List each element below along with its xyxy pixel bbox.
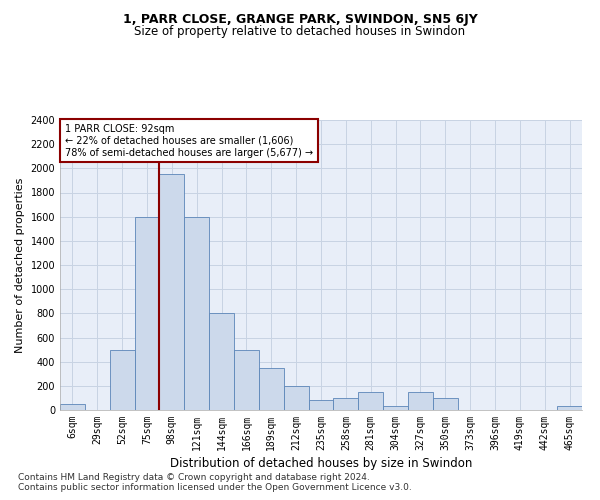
Bar <box>110 350 134 410</box>
Bar <box>358 392 383 410</box>
Text: 1 PARR CLOSE: 92sqm
← 22% of detached houses are smaller (1,606)
78% of semi-det: 1 PARR CLOSE: 92sqm ← 22% of detached ho… <box>65 124 313 158</box>
Bar <box>408 392 433 410</box>
Bar <box>334 398 358 410</box>
Bar <box>284 386 308 410</box>
Bar <box>557 406 582 410</box>
Bar <box>308 400 334 410</box>
Bar <box>134 216 160 410</box>
Bar <box>383 406 408 410</box>
Bar <box>60 404 85 410</box>
Bar <box>433 398 458 410</box>
Bar <box>160 174 184 410</box>
Text: Contains public sector information licensed under the Open Government Licence v3: Contains public sector information licen… <box>18 483 412 492</box>
Bar <box>209 314 234 410</box>
X-axis label: Distribution of detached houses by size in Swindon: Distribution of detached houses by size … <box>170 457 472 470</box>
Text: Contains HM Land Registry data © Crown copyright and database right 2024.: Contains HM Land Registry data © Crown c… <box>18 473 370 482</box>
Text: Size of property relative to detached houses in Swindon: Size of property relative to detached ho… <box>134 25 466 38</box>
Bar <box>184 216 209 410</box>
Y-axis label: Number of detached properties: Number of detached properties <box>15 178 25 352</box>
Bar <box>234 350 259 410</box>
Bar <box>259 368 284 410</box>
Text: 1, PARR CLOSE, GRANGE PARK, SWINDON, SN5 6JY: 1, PARR CLOSE, GRANGE PARK, SWINDON, SN5… <box>122 12 478 26</box>
